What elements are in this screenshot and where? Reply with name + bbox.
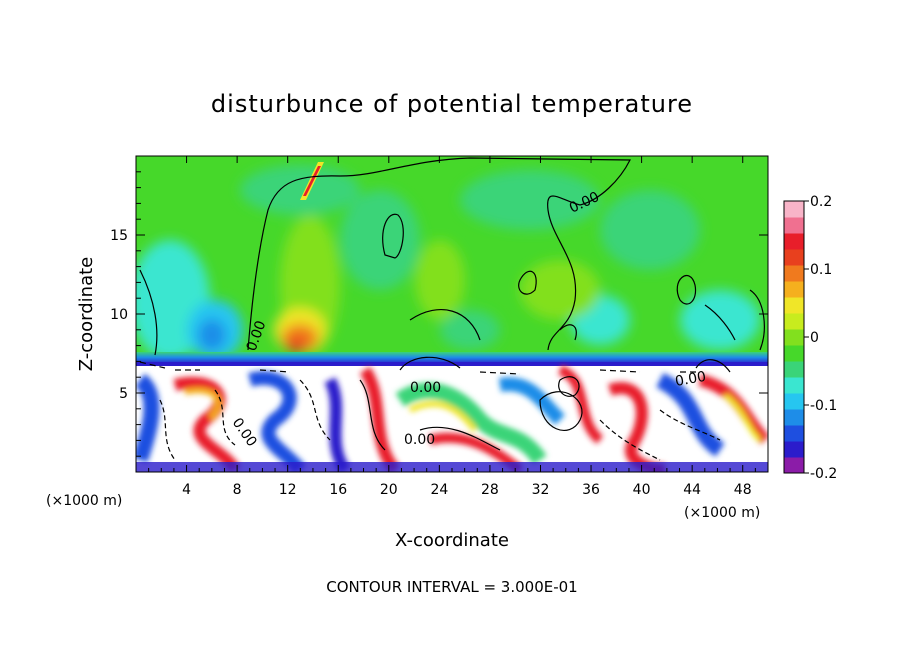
- x-tick-label: 36: [582, 482, 600, 498]
- x-tick-label: 16: [329, 482, 347, 498]
- colorbar-swatch: [784, 345, 804, 362]
- colorbar-swatch: [784, 441, 804, 458]
- colorbar-ticks: 0.2 0.1 0 -0.1 -0.2: [804, 194, 837, 482]
- colorbar-swatch: [784, 329, 804, 346]
- x-axis: 4 8 12 16 20 24 28 32 36 40 44 48: [148, 156, 756, 498]
- contour-label: 0.00: [674, 369, 707, 390]
- x-axis-label: X-coordinate: [395, 530, 509, 551]
- colorbar-tick-label: -0.1: [810, 398, 837, 414]
- contour-lines: [139, 157, 765, 461]
- chart-title: disturbunce of potential temperature: [211, 90, 693, 118]
- contour-label: 0.00: [410, 380, 441, 396]
- colorbar-tick-label: 0.2: [810, 194, 832, 210]
- colorbar: [784, 201, 804, 474]
- x-tick-label: 28: [481, 482, 499, 498]
- colorbar-swatch: [784, 425, 804, 442]
- y-axis-label: Z-coordinate: [76, 257, 97, 372]
- x-unit-right: (×1000 m): [684, 505, 760, 521]
- x-tick-label: 32: [532, 482, 550, 498]
- colorbar-swatch: [784, 281, 804, 298]
- colorbar-swatch: [784, 361, 804, 378]
- x-tick-label: 4: [182, 482, 191, 498]
- colorbar-swatch: [784, 233, 804, 250]
- colorbar-swatch: [784, 457, 804, 474]
- colorbar-tick-label: 0.1: [810, 262, 832, 278]
- heatmap-field: [136, 156, 768, 472]
- colorbar-swatch: [784, 265, 804, 282]
- colorbar-swatch: [784, 249, 804, 266]
- colorbar-swatch: [784, 297, 804, 314]
- contour-label: 0.00: [404, 432, 435, 448]
- x-unit-left: (×1000 m): [46, 493, 122, 509]
- colorbar-swatch: [784, 409, 804, 426]
- colorbar-swatch: [784, 313, 804, 330]
- y-axis: 5 10 15: [110, 171, 768, 457]
- x-tick-label: 8: [233, 482, 242, 498]
- y-tick-label: 15: [110, 228, 128, 244]
- x-tick-label: 48: [734, 482, 752, 498]
- colorbar-tick-label: -0.2: [810, 466, 837, 482]
- colorbar-swatch: [784, 377, 804, 394]
- x-tick-label: 12: [279, 482, 297, 498]
- colorbar-swatch: [784, 217, 804, 234]
- colorbar-swatch: [784, 201, 804, 218]
- x-tick-label: 20: [380, 482, 398, 498]
- x-tick-label: 40: [633, 482, 651, 498]
- x-tick-label: 44: [683, 482, 701, 498]
- colorbar-tick-label: 0: [810, 330, 819, 346]
- y-tick-label: 10: [110, 307, 128, 323]
- colorbar-swatch: [784, 393, 804, 410]
- contour-interval-note: CONTOUR INTERVAL = 3.000E-01: [326, 578, 577, 596]
- y-tick-label: 5: [119, 386, 128, 402]
- x-tick-label: 24: [430, 482, 448, 498]
